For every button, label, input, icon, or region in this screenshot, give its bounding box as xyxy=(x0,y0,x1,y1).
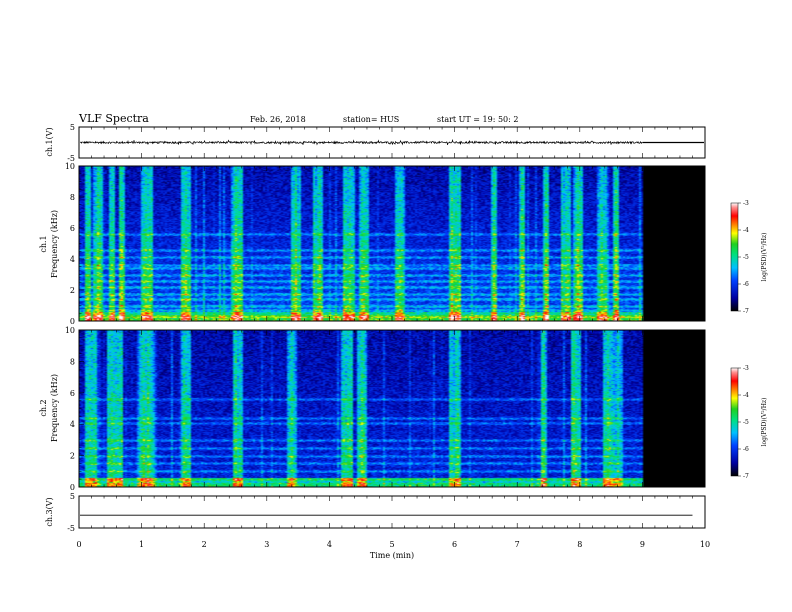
x-tick-label: 3 xyxy=(264,540,269,549)
figure-title: VLF Spectra xyxy=(78,112,149,125)
y-tick-label: 0 xyxy=(70,317,75,326)
x-tick-label: 1 xyxy=(139,540,144,549)
date-label: Feb. 26, 2018 xyxy=(250,115,306,124)
ch1-colorbar-ticks: -3 -4 -5 -6 -7 xyxy=(738,200,749,315)
colorbar-tick-label: -4 xyxy=(743,392,749,399)
ch1-spectrogram-image xyxy=(79,166,705,321)
panel-ch1-waveform: 5 -5 ch.1(V) xyxy=(45,123,706,163)
ch1-colorbar: -3 -4 -5 -6 -7 log(PSD)(V²/Hz) xyxy=(730,200,768,315)
y-tick-label: 5 xyxy=(70,492,75,501)
y-tick-label: 4 xyxy=(70,255,75,264)
ch1-spectrogram-ticks: 0 2 4 6 8 10 xyxy=(65,162,706,326)
x-tick-label: 2 xyxy=(202,540,207,549)
x-tick-label: 5 xyxy=(389,540,394,549)
panel-ch3-waveform: 5 -5 ch.3(V) 0 1 2 3 4 5 6 7 8 9 10 Time (min) xyxy=(45,492,710,560)
colorbar-tick-label: -6 xyxy=(743,446,749,453)
x-tick-label: 7 xyxy=(515,540,520,549)
ch3-axis-ticks: 5 -5 xyxy=(67,492,706,533)
x-tick-label: 0 xyxy=(76,540,81,549)
ch2-spectrogram-channel-label: ch.2 xyxy=(39,399,48,416)
y-tick-label: 8 xyxy=(70,193,75,202)
ch2-spectrogram-image xyxy=(79,330,705,487)
y-tick-label: 8 xyxy=(70,357,75,366)
y-tick-label: -5 xyxy=(67,154,75,163)
y-tick-label: 10 xyxy=(65,162,75,171)
y-tick-label: 10 xyxy=(65,326,75,335)
colorbar-tick-label: -5 xyxy=(743,254,749,261)
ch1-waveform-trace xyxy=(79,138,704,146)
start-time-label: start UT = 19: 50: 2 xyxy=(437,115,518,124)
y-tick-label: 4 xyxy=(70,420,75,429)
panel-ch1-spectrogram: 0 2 4 6 8 10 ch.1 Frequency (kHz) xyxy=(39,162,706,326)
ch1-axis-ticks: 5 -5 xyxy=(67,123,706,163)
x-tick-label: 4 xyxy=(327,540,332,549)
ch1-axis-label: ch.1(V) xyxy=(45,127,54,156)
colorbar-tick-label: -3 xyxy=(743,200,749,207)
y-tick-label: -5 xyxy=(67,524,75,533)
y-tick-label: 5 xyxy=(70,123,75,132)
x-tick-label: 8 xyxy=(577,540,582,549)
y-tick-label: 2 xyxy=(70,286,75,295)
ch3-axis-label: ch.3(V) xyxy=(45,497,54,526)
x-tick-label: 10 xyxy=(700,540,710,549)
ch2-colorbar-ticks: -3 -4 -5 -6 -7 xyxy=(738,365,749,480)
ch1-colorbar-label: log(PSD)(V²/Hz) xyxy=(761,233,768,282)
ch2-colorbar-label: log(PSD)(V²/Hz) xyxy=(761,398,768,447)
ch2-spectrogram-ticks: 0 2 4 6 8 10 xyxy=(65,326,706,492)
colorbar-tick-label: -4 xyxy=(743,227,749,234)
x-tick-label: 9 xyxy=(640,540,645,549)
ch2-frequency-axis-label: Frequency (kHz) xyxy=(50,374,59,442)
colorbar-tick-label: -7 xyxy=(743,473,749,480)
colorbar-tick-label: -6 xyxy=(743,281,749,288)
y-tick-label: 2 xyxy=(70,452,75,461)
colorbar-tick-label: -3 xyxy=(743,365,749,372)
y-tick-label: 6 xyxy=(70,224,75,233)
x-tick-label: 6 xyxy=(452,540,457,549)
ch2-colorbar: -3 -4 -5 -6 -7 log(PSD)(V²/Hz) xyxy=(730,365,768,480)
ch1-waveform-line xyxy=(79,138,643,146)
colorbar-tick-label: -5 xyxy=(743,419,749,426)
time-axis-tick-labels: 0 1 2 3 4 5 6 7 8 9 10 xyxy=(76,540,710,549)
y-tick-label: 0 xyxy=(70,483,75,492)
time-axis-label: Time (min) xyxy=(370,551,414,560)
colorbar-tick-label: -7 xyxy=(743,308,749,315)
ch1-frequency-axis-label: Frequency (kHz) xyxy=(50,210,59,278)
ch1-spectrogram-channel-label: ch.1 xyxy=(39,235,48,252)
station-label: station= HUS xyxy=(343,115,399,124)
panel-ch2-spectrogram: 0 2 4 6 8 10 ch.2 Frequency (kHz) xyxy=(39,326,706,492)
y-tick-label: 6 xyxy=(70,389,75,398)
